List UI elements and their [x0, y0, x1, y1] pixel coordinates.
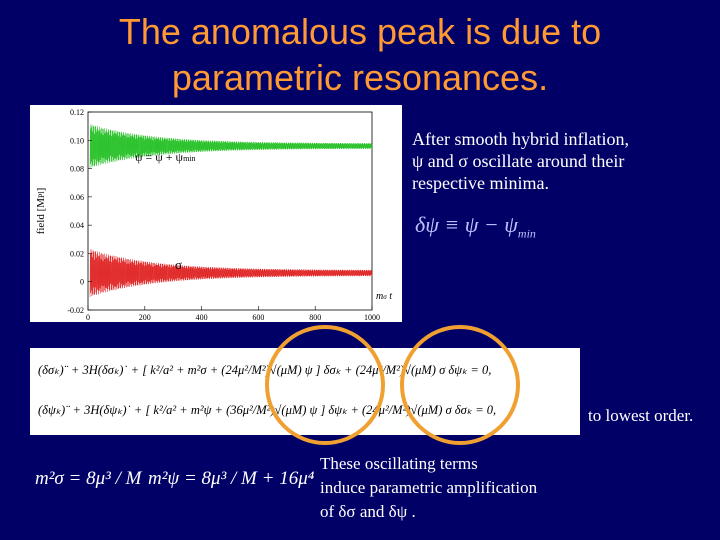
- equation: (δψₖ)¨ + 3H(δψₖ)˙ + [ k²/a² + m²ψ + (36μ…: [38, 403, 497, 417]
- description-line: respective minima.: [412, 173, 549, 193]
- x-tick-label: 0: [86, 313, 90, 322]
- plot: 0.120.100.080.060.040.020-0.020 200 400 600…: [30, 105, 402, 322]
- highlight-circle: [265, 325, 385, 445]
- x-tick-label: 600: [252, 313, 264, 322]
- definition: δψ ≡ ψ − ψmin: [415, 212, 536, 241]
- y-tick-label: -0.02: [67, 306, 84, 315]
- y-tick-label: 0.08: [70, 165, 84, 174]
- highlights: [265, 325, 520, 445]
- x-tick-label: 800: [309, 313, 321, 322]
- curve: [89, 249, 373, 298]
- y-tick-label: 0.02: [70, 249, 84, 258]
- highlight-circle: [400, 325, 520, 445]
- y-axis-label: field [MPl]: [35, 188, 47, 235]
- x-tick-label: 1000: [364, 313, 380, 322]
- curves: [89, 124, 373, 298]
- y-tick-label: 0.06: [70, 193, 84, 202]
- equation: (δσₖ)¨ + 3H(δσₖ)˙ + [ k²/a² + m²σ + (24μ…: [38, 363, 492, 377]
- y-tick-label: 0.10: [70, 136, 84, 145]
- sigma-label: σ: [175, 257, 182, 272]
- x-tick-label: 400: [196, 313, 208, 322]
- y-tick-label: 0.04: [70, 221, 84, 230]
- description-line: ψ and σ oscillate around their: [412, 151, 625, 171]
- title-line: parametric resonances.: [171, 57, 549, 98]
- conclusion-line: These oscillating terms: [320, 454, 478, 473]
- x-tick-label: 200: [139, 313, 151, 322]
- curve: [89, 124, 373, 169]
- description-line: After smooth hybrid inflation,: [412, 129, 629, 149]
- mass-equation: m²σ = 8μ³ / M: [35, 468, 142, 489]
- ticks: 0.120.100.080.060.040.020-0.020 200 400 600…: [67, 108, 380, 322]
- psi-label: ψ = ψ + ψmin: [135, 150, 196, 164]
- conclusion-line: of δσ and δψ .: [320, 502, 416, 521]
- plot-frame: [87, 111, 373, 311]
- title-line: The anomalous peak is due to: [118, 11, 602, 52]
- order-note: to lowest order.: [588, 406, 694, 425]
- y-tick-label: 0.12: [70, 108, 84, 117]
- y-tick-label: 0: [80, 278, 84, 287]
- equation-box: (δσₖ)¨ + 3H(δσₖ)˙ + [ k²/a² + m²σ + (24μ…: [30, 348, 580, 435]
- plot-background: [30, 105, 402, 322]
- mass-equation: m²ψ = 8μ³ / M + 16μ⁴: [148, 468, 315, 489]
- x-axis-label: mσ t: [376, 291, 392, 302]
- conclusion-line: induce parametric amplification: [320, 478, 538, 497]
